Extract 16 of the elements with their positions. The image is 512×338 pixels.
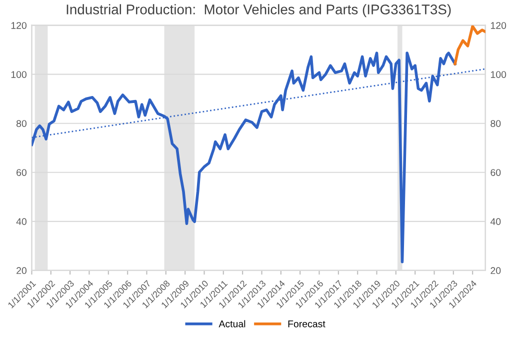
line-series (454, 25, 486, 66)
y-tick-label: 40 (16, 218, 27, 226)
y2-tick-label: 60 (490, 169, 501, 176)
y2-tick-label: 80 (490, 120, 501, 127)
y-tick-label: 20 (16, 267, 27, 274)
y-tick-label: 100 (11, 71, 27, 78)
y-tick-label: 60 (16, 169, 27, 176)
y-tick-label: 80 (16, 120, 27, 127)
chart-title: Industrial Production: Motor Vehicles and Parts (IPG3361T3S) (66, 4, 451, 18)
legend-label: Actual (218, 320, 246, 328)
y-tick-label: 120 (11, 22, 27, 29)
y2-tick-label: 20 (490, 267, 501, 274)
legend-label: Forecast (288, 320, 326, 328)
y2-tick-label: 100 (490, 71, 506, 78)
y2-tick-label: 120 (490, 22, 506, 29)
y2-tick-label: 40 (490, 218, 501, 226)
